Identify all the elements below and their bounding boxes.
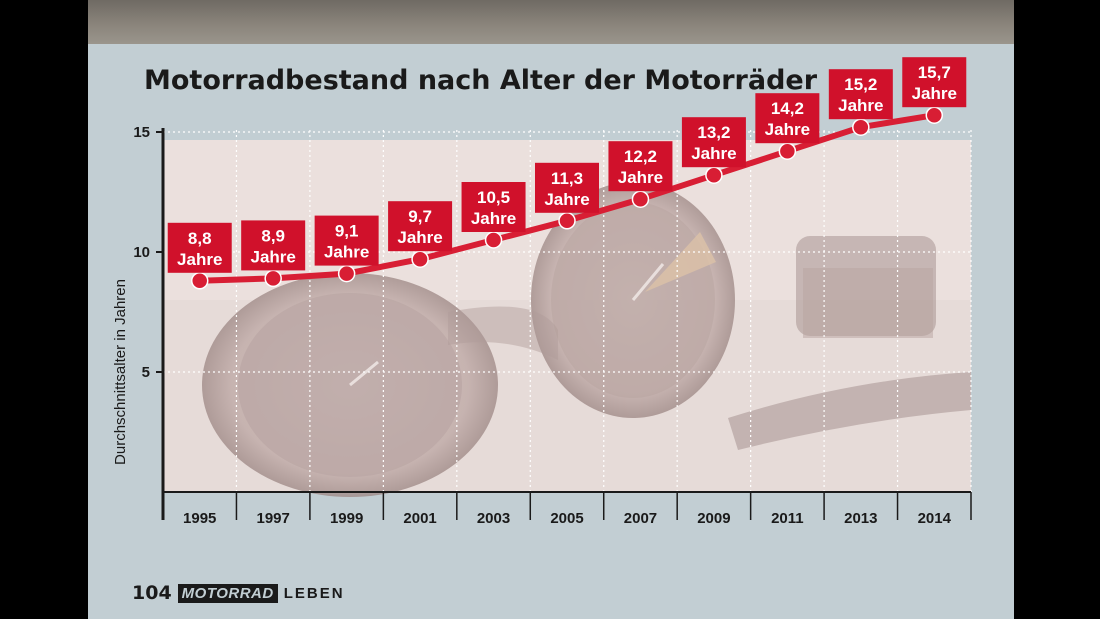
data-point bbox=[631, 190, 650, 208]
data-label-box bbox=[681, 117, 746, 168]
y-ticks: 5 10 15 bbox=[133, 124, 163, 381]
x-tick-label: 1997 bbox=[256, 510, 289, 527]
top-photo-strip bbox=[88, 0, 1014, 44]
data-label: 15,2 Jahre bbox=[828, 69, 893, 120]
data-label-box bbox=[755, 93, 820, 144]
page-number: 104 bbox=[132, 582, 172, 604]
data-label: 15,7 Jahre bbox=[902, 57, 967, 108]
x-tick-label: 2011 bbox=[771, 510, 804, 527]
motorcycle-speedometer-photo bbox=[163, 140, 971, 497]
data-label-value: 10,5 bbox=[477, 188, 510, 207]
x-tick-label: 2013 bbox=[844, 510, 877, 527]
data-label: 13,2 Jahre bbox=[681, 117, 746, 168]
x-tick-label: 1995 bbox=[183, 510, 216, 527]
data-label-value: 9,7 bbox=[408, 207, 432, 226]
x-tick-label: 2005 bbox=[550, 510, 583, 527]
data-label-box bbox=[902, 57, 967, 108]
data-point bbox=[852, 118, 870, 136]
x-tick-label: 2009 bbox=[697, 510, 730, 527]
data-label-unit: Jahre bbox=[765, 120, 810, 139]
x-tick-label: 1999 bbox=[330, 510, 363, 527]
data-label-value: 14,2 bbox=[771, 99, 804, 118]
data-label-unit: Jahre bbox=[324, 243, 369, 262]
brand-logo: MOTORRAD bbox=[177, 583, 278, 603]
x-tick-label: 2014 bbox=[918, 510, 952, 527]
data-label-value: 15,7 bbox=[918, 63, 951, 82]
y-axis-label: Durchschnittsalter in Jahren bbox=[112, 279, 129, 465]
data-label: 10,5 Jahre bbox=[461, 182, 526, 232]
data-point bbox=[337, 264, 356, 283]
data-point bbox=[190, 272, 209, 290]
data-label-value: 11,3 bbox=[551, 169, 583, 188]
data-label-box bbox=[461, 182, 526, 232]
data-label-unit: Jahre bbox=[912, 84, 957, 103]
x-tick-label: 2001 bbox=[403, 510, 436, 527]
data-point bbox=[925, 106, 944, 124]
y-tick-label: 10 bbox=[133, 244, 150, 261]
section-name: LEBEN bbox=[283, 584, 345, 602]
y-tick-label: 5 bbox=[142, 364, 150, 381]
data-label-unit: Jahre bbox=[691, 144, 736, 163]
data-point bbox=[558, 212, 576, 230]
data-label-box bbox=[388, 201, 453, 252]
chart: Motorradbestand nach Alter der Motorräde… bbox=[112, 57, 972, 527]
data-label-box bbox=[828, 69, 893, 120]
data-label-value: 12,2 bbox=[624, 147, 657, 166]
data-points bbox=[190, 106, 944, 290]
x-tick-label: 2007 bbox=[624, 510, 657, 527]
data-label-unit: Jahre bbox=[838, 96, 883, 115]
x-ticks: 1995 1997 1999 2001 2003 2005 2007 2009 2011 2013… bbox=[183, 492, 972, 527]
data-label: 14,2 Jahre bbox=[755, 93, 820, 144]
data-point bbox=[484, 231, 503, 249]
y-tick-label: 15 bbox=[133, 124, 150, 141]
data-label-box bbox=[608, 141, 673, 192]
data-point bbox=[778, 142, 797, 160]
grid bbox=[163, 130, 972, 492]
data-label-value: 15,2 bbox=[844, 75, 877, 94]
data-label-unit: Jahre bbox=[397, 228, 442, 247]
data-label: 12,2 Jahre bbox=[608, 141, 673, 192]
data-label-value: 13,2 bbox=[697, 123, 730, 142]
data-label: 8,9 Jahre bbox=[241, 220, 306, 271]
page-footer: 104 MOTORRAD LEBEN bbox=[132, 580, 345, 606]
data-label: 11,3 Jahre bbox=[535, 162, 599, 213]
data-label-unit: Jahre bbox=[177, 250, 222, 269]
x-tick-label: 2003 bbox=[477, 510, 510, 527]
data-label-unit: Jahre bbox=[618, 168, 663, 187]
data-point bbox=[411, 250, 429, 268]
data-label-value: 8,8 bbox=[188, 229, 212, 248]
data-labels: 8,8 Jahre 8,9 Jahre 9,1 Jahre 9,7 Jahre 10,5 Jahr… bbox=[167, 57, 967, 273]
data-label-box bbox=[241, 220, 306, 271]
magazine-page: Motorradbestand nach Alter der Motorräde… bbox=[88, 0, 1014, 619]
data-label-unit: Jahre bbox=[544, 190, 589, 209]
data-label: 9,1 Jahre bbox=[314, 215, 379, 266]
data-label-value: 8,9 bbox=[261, 226, 285, 245]
data-label-box bbox=[314, 215, 379, 266]
chart-title: Motorradbestand nach Alter der Motorräde… bbox=[144, 65, 818, 96]
data-point bbox=[705, 166, 723, 184]
data-label: 9,7 Jahre bbox=[388, 201, 453, 252]
data-label-unit: Jahre bbox=[250, 247, 295, 266]
data-label-value: 9,1 bbox=[335, 222, 359, 241]
data-point bbox=[264, 269, 282, 288]
data-label-box bbox=[167, 222, 232, 273]
data-label: 8,8 Jahre bbox=[167, 222, 232, 273]
data-label-unit: Jahre bbox=[471, 209, 516, 228]
data-label-box bbox=[535, 162, 599, 213]
